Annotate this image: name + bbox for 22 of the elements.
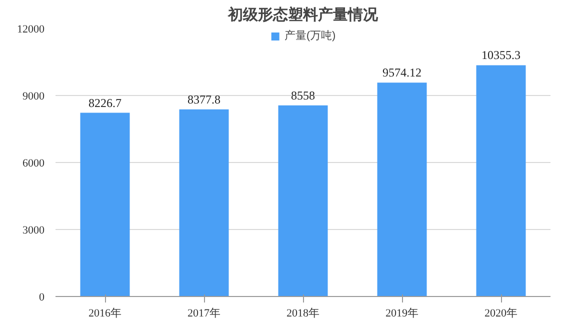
y-tick-label: 9000	[22, 90, 45, 102]
y-tick-label: 0	[39, 292, 45, 304]
data-label: 8377.8	[188, 92, 220, 106]
data-label: 8558	[291, 88, 315, 102]
x-tick-label: 2018年	[286, 308, 320, 320]
bar	[179, 109, 229, 296]
legend-label: 产量(万吨)	[284, 28, 336, 43]
data-label: 9574.12	[382, 66, 422, 80]
data-label: 10355.3	[482, 48, 520, 62]
bar	[476, 65, 526, 296]
x-tick-label: 2016年	[88, 308, 122, 320]
y-tick-label: 12000	[17, 24, 45, 36]
bar	[278, 105, 328, 296]
bar	[377, 82, 427, 296]
data-label: 8226.7	[88, 96, 122, 110]
bar	[80, 112, 130, 296]
y-tick-label: 6000	[22, 158, 45, 170]
chart-title: 初级形态塑料产量情况	[227, 6, 379, 24]
y-tick-label: 3000	[22, 224, 45, 236]
x-tick-label: 2019年	[386, 308, 418, 320]
x-tick-label: 2020年	[484, 308, 518, 320]
x-tick-label: 2017年	[188, 308, 220, 320]
